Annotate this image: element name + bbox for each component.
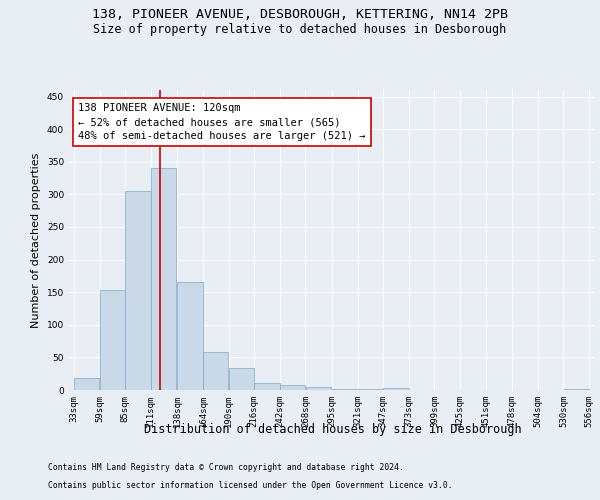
Text: 138 PIONEER AVENUE: 120sqm
← 52% of detached houses are smaller (565)
48% of sem: 138 PIONEER AVENUE: 120sqm ← 52% of deta… [78, 103, 365, 141]
Bar [178, 282, 203, 390]
Bar [332, 388, 358, 390]
Bar [305, 386, 331, 390]
Bar [383, 388, 409, 390]
Y-axis label: Number of detached properties: Number of detached properties [31, 152, 41, 328]
Text: Contains HM Land Registry data © Crown copyright and database right 2024.: Contains HM Land Registry data © Crown c… [48, 464, 404, 472]
Bar [203, 352, 229, 390]
Text: 138, PIONEER AVENUE, DESBOROUGH, KETTERING, NN14 2PB: 138, PIONEER AVENUE, DESBOROUGH, KETTERI… [92, 8, 508, 20]
Bar [151, 168, 176, 390]
Text: Distribution of detached houses by size in Desborough: Distribution of detached houses by size … [144, 422, 522, 436]
Bar [74, 378, 100, 390]
Bar [125, 191, 151, 390]
Bar [229, 368, 254, 390]
Bar [100, 290, 125, 390]
Bar [563, 388, 589, 390]
Text: Size of property relative to detached houses in Desborough: Size of property relative to detached ho… [94, 22, 506, 36]
Bar [280, 386, 305, 390]
Text: Contains public sector information licensed under the Open Government Licence v3: Contains public sector information licen… [48, 481, 452, 490]
Bar [254, 384, 280, 390]
